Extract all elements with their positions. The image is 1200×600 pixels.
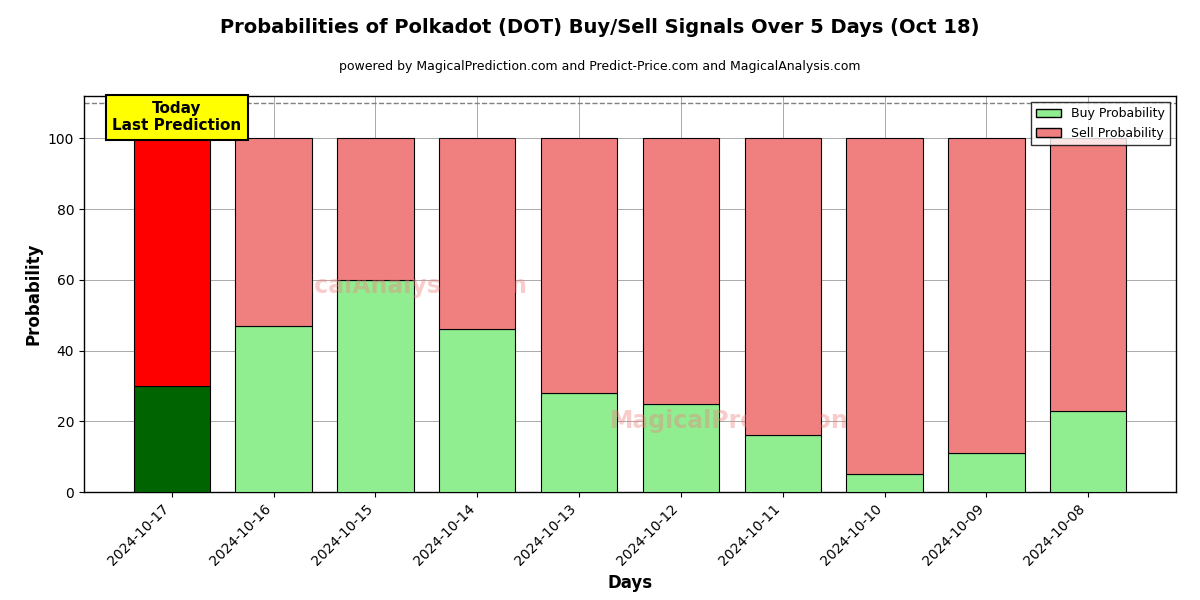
Text: Today
Last Prediction: Today Last Prediction bbox=[113, 101, 241, 133]
Text: Probabilities of Polkadot (DOT) Buy/Sell Signals Over 5 Days (Oct 18): Probabilities of Polkadot (DOT) Buy/Sell… bbox=[221, 18, 979, 37]
Bar bbox=[846, 475, 923, 492]
Bar bbox=[541, 139, 617, 393]
Bar bbox=[846, 139, 923, 475]
Bar bbox=[337, 139, 414, 280]
X-axis label: Days: Days bbox=[607, 574, 653, 592]
Bar bbox=[643, 404, 719, 492]
Bar bbox=[744, 139, 821, 436]
Bar bbox=[1050, 139, 1127, 410]
Text: MagicalPrediction.com: MagicalPrediction.com bbox=[610, 409, 912, 433]
Bar bbox=[948, 139, 1025, 453]
Legend: Buy Probability, Sell Probability: Buy Probability, Sell Probability bbox=[1031, 102, 1170, 145]
Bar bbox=[337, 280, 414, 492]
Bar bbox=[133, 139, 210, 386]
Bar bbox=[948, 453, 1025, 492]
Text: powered by MagicalPrediction.com and Predict-Price.com and MagicalAnalysis.com: powered by MagicalPrediction.com and Pre… bbox=[340, 60, 860, 73]
Bar bbox=[235, 139, 312, 326]
Bar bbox=[643, 139, 719, 404]
Bar bbox=[1050, 410, 1127, 492]
Bar bbox=[541, 393, 617, 492]
Bar bbox=[439, 139, 516, 329]
Bar bbox=[744, 436, 821, 492]
Bar bbox=[235, 326, 312, 492]
Bar bbox=[133, 386, 210, 492]
Text: MagicalAnalysis.com: MagicalAnalysis.com bbox=[251, 274, 528, 298]
Bar bbox=[439, 329, 516, 492]
Y-axis label: Probability: Probability bbox=[24, 243, 42, 345]
